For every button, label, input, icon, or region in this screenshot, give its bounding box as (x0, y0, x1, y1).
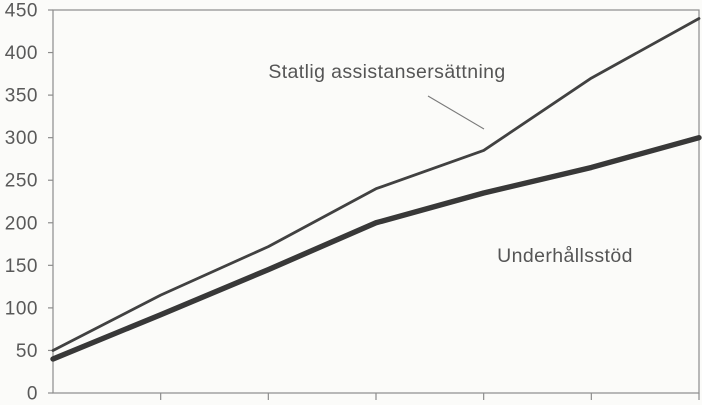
y-axis-tick-label: 350 (5, 86, 38, 107)
y-axis-tick-label: 400 (5, 43, 38, 64)
y-axis-tick-label: 250 (5, 171, 38, 192)
series-label-underhallsstod: Underhållsstöd (497, 245, 633, 267)
series-line-statlig-assistansersattning (51, 17, 701, 352)
y-axis-tick-label: 50 (16, 341, 38, 362)
y-axis-tick-label: 450 (5, 1, 38, 22)
axes-layer: 0 50 100 150 200 250 300 350 400 450 (5, 1, 702, 405)
y-axis-tick-label: 100 (5, 298, 38, 319)
series-label-statlig-assistansersattning: Statlig assistansersättning (268, 61, 505, 83)
y-axis-tick-label: 150 (5, 256, 38, 277)
series-line-underhallsstod (50, 134, 702, 362)
y-axis-tick-label: 300 (5, 128, 38, 149)
y-axis-tick-label: 0 (27, 384, 38, 405)
y-axis-tick-label: 200 (5, 213, 38, 234)
annotation-callout-line (427, 95, 485, 130)
